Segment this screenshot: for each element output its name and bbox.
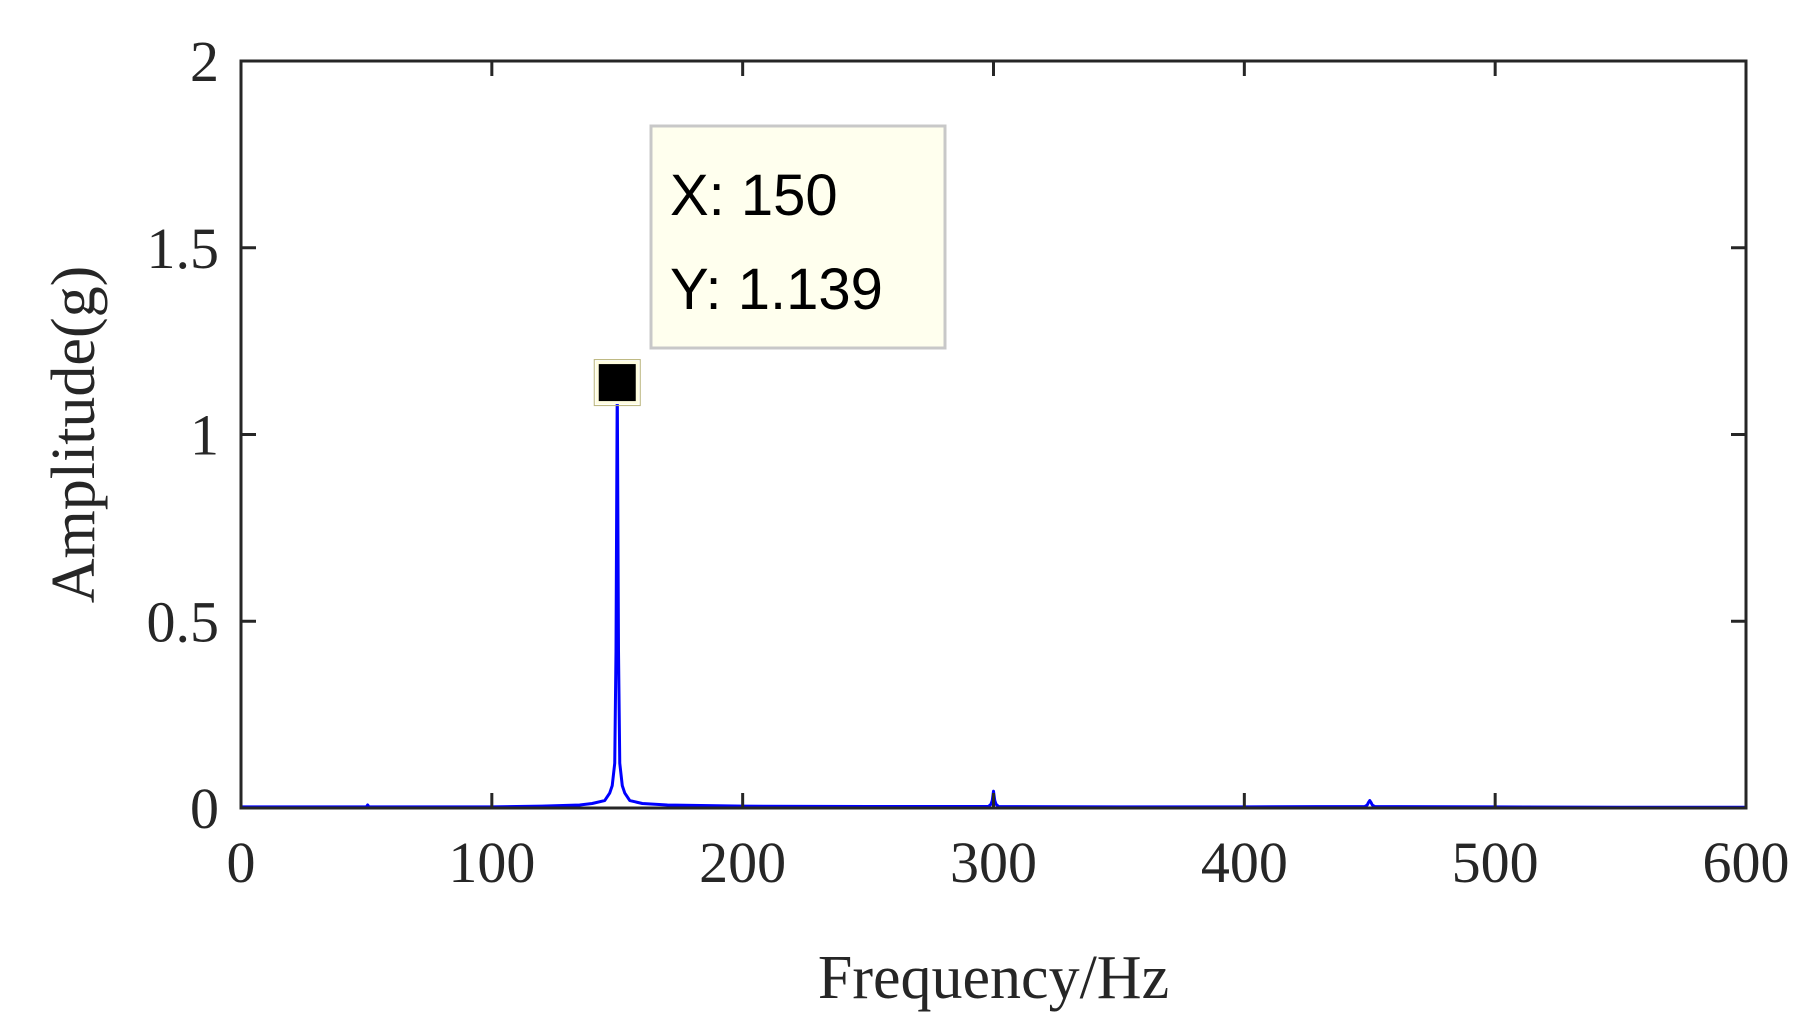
datatip-marker-outline bbox=[593, 359, 641, 407]
x-tick-label: 100 bbox=[448, 830, 535, 895]
y-tick-label: 1.5 bbox=[147, 216, 220, 281]
x-tick-label: 500 bbox=[1452, 830, 1539, 895]
ticks-group bbox=[239, 59, 1748, 810]
series-line-1 bbox=[241, 381, 1746, 809]
datatip[interactable]: X: 150 Y: 1.139 bbox=[593, 124, 947, 407]
x-tick-label: 0 bbox=[227, 830, 256, 895]
series-group bbox=[241, 381, 1746, 809]
y-tick-label: 2 bbox=[190, 29, 219, 94]
datatip-x-text: X: 150 bbox=[670, 163, 838, 228]
x-tick-label: 600 bbox=[1703, 830, 1790, 895]
x-tick-label: 300 bbox=[950, 830, 1037, 895]
y-axis-label: Amplitude(g) bbox=[40, 266, 108, 604]
datatip-box[interactable] bbox=[649, 124, 947, 350]
datatip-y-text: Y: 1.139 bbox=[670, 257, 883, 322]
x-tick-label: 400 bbox=[1201, 830, 1288, 895]
y-tick-label: 0.5 bbox=[147, 589, 220, 654]
x-axis-label: Frequency/Hz bbox=[818, 944, 1169, 1012]
tick-labels-group: 0 100 200 300 400 500 600 0 0.5 1 1.5 2 bbox=[147, 29, 1790, 895]
datatip-marker[interactable] bbox=[595, 361, 639, 405]
y-tick-label: 0 bbox=[190, 776, 219, 841]
x-tick-label: 200 bbox=[699, 830, 786, 895]
axes-box bbox=[239, 59, 1748, 810]
y-tick-label: 1 bbox=[190, 403, 219, 468]
